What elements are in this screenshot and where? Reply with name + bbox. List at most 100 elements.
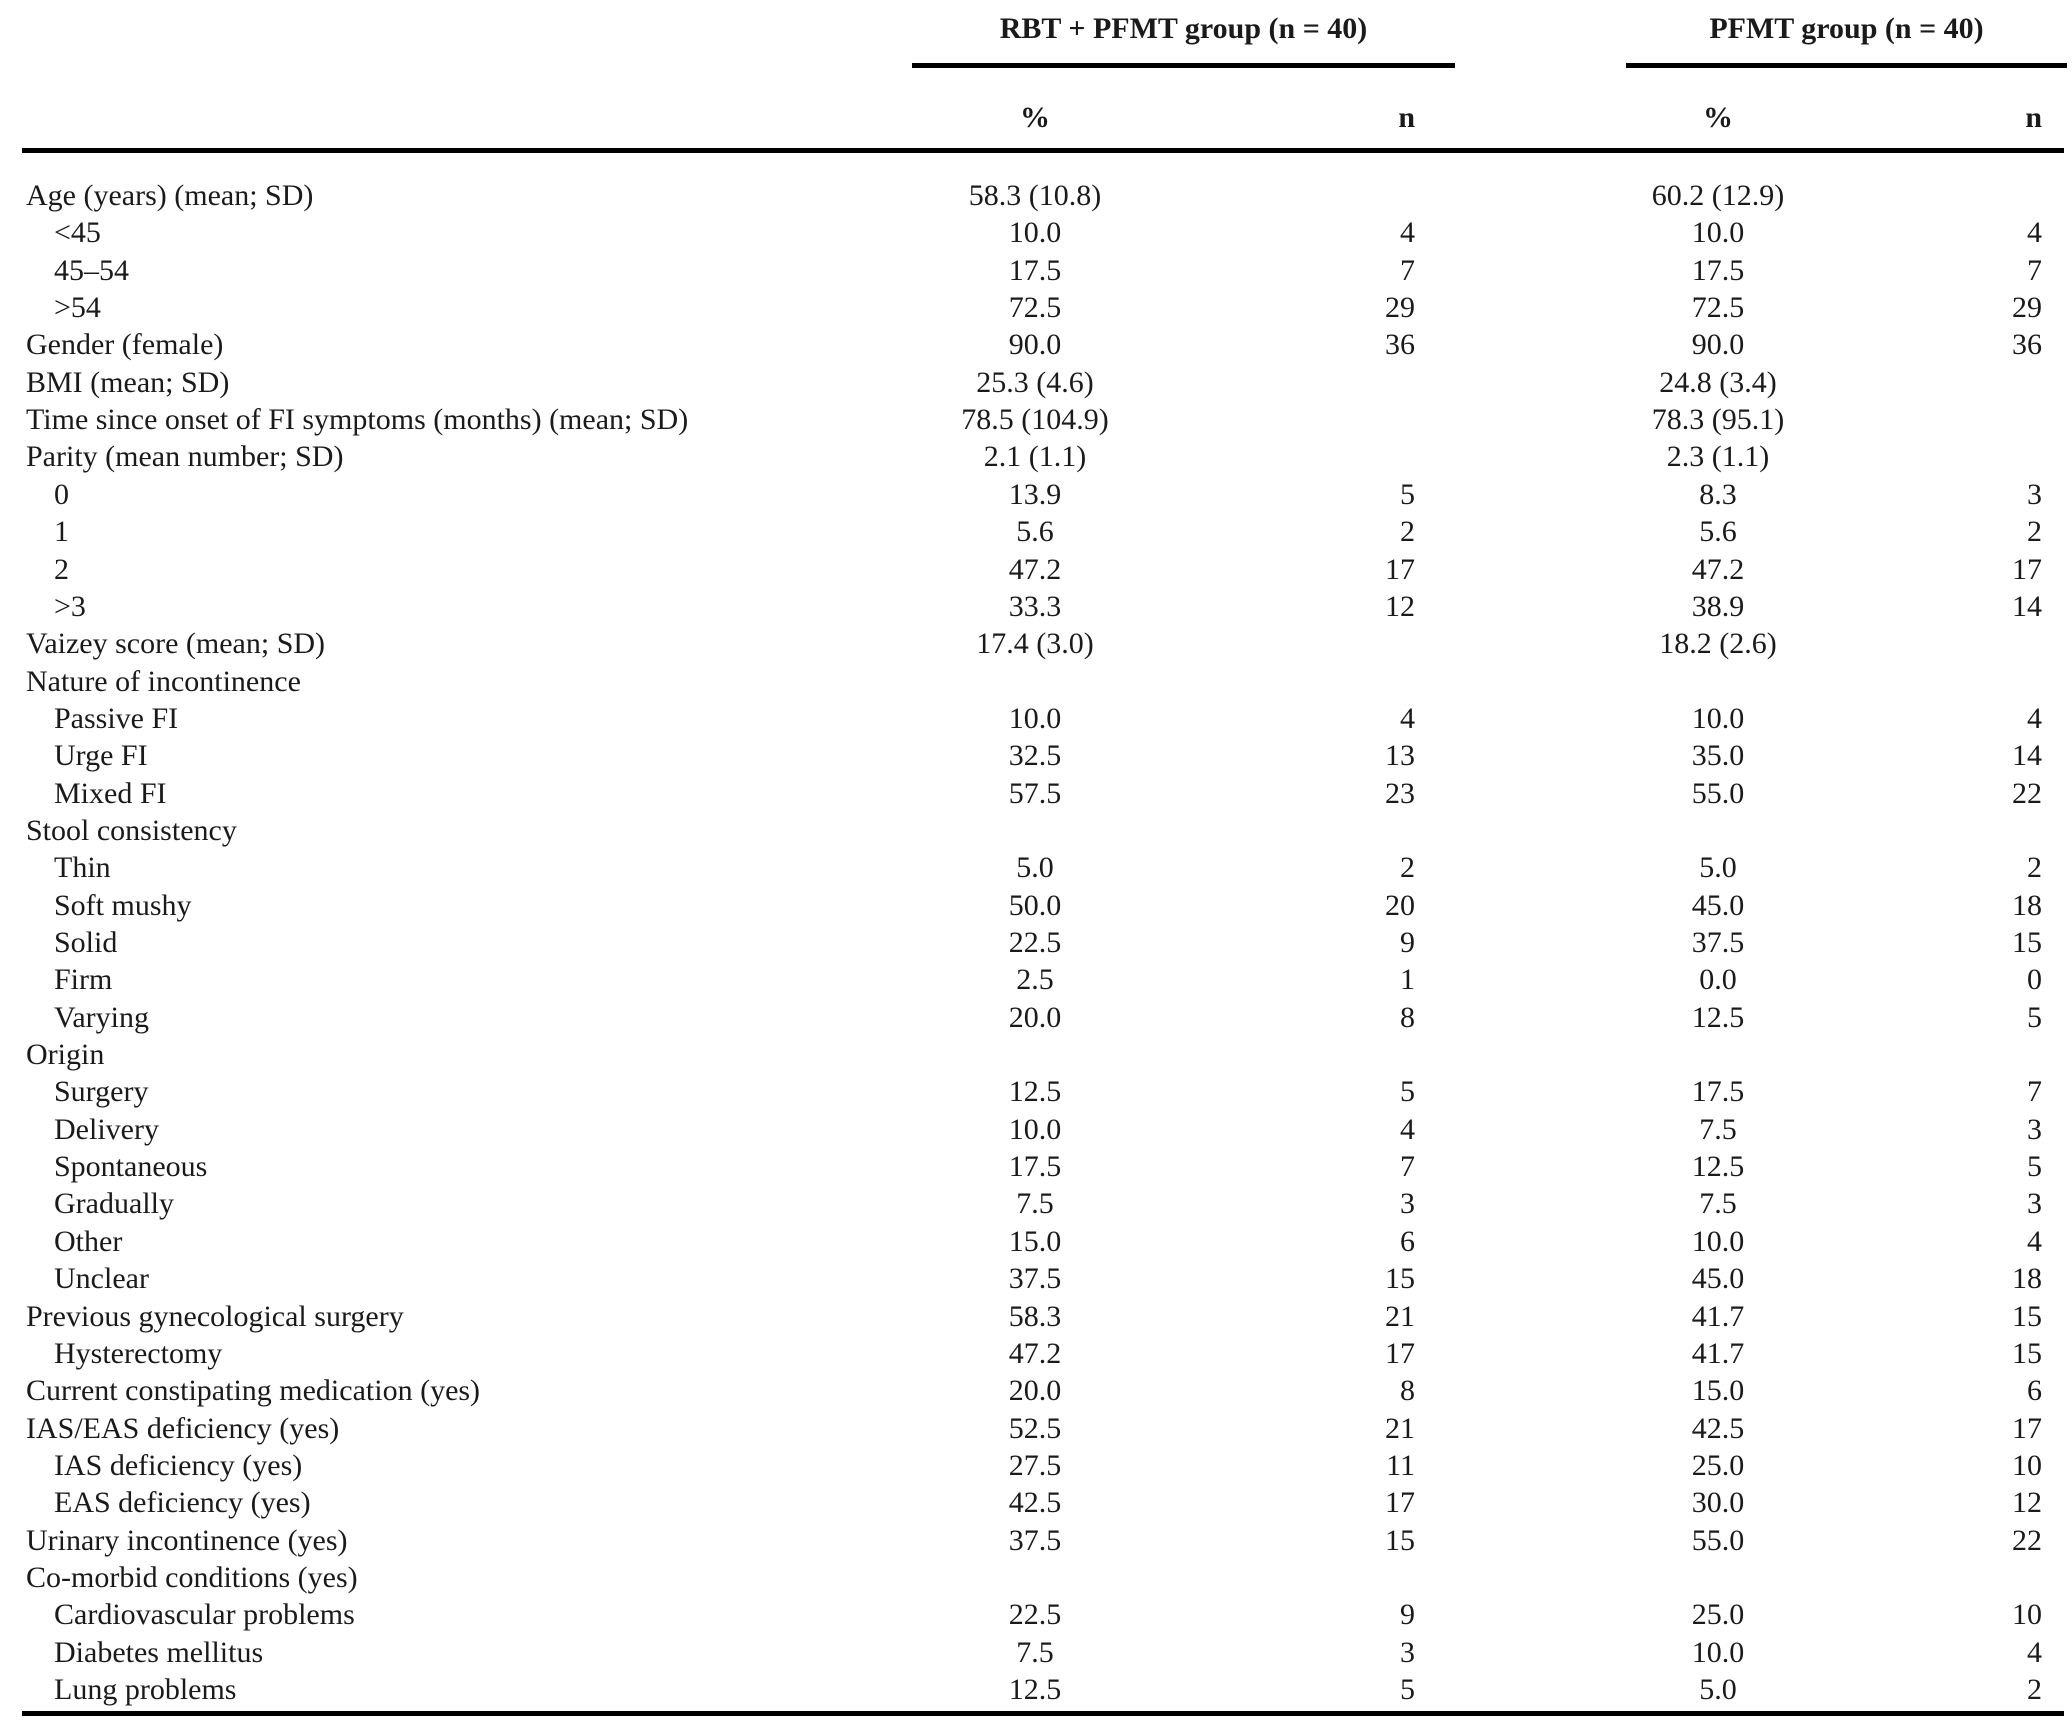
cell-pfmt-n: 14	[2012, 739, 2042, 773]
cell-pfmt-n: 12	[2012, 1486, 2042, 1520]
row-label: >3	[54, 589, 86, 623]
cell-pfmt-percent: 0.0	[1699, 963, 1737, 997]
cell-pfmt-percent: 30.0	[1691, 1486, 1745, 1520]
cell-rbt-n: 20	[1385, 888, 1415, 922]
cell-rbt-percent: 47.2	[1008, 1336, 1062, 1370]
cell-rbt-percent: 7.5	[1016, 1635, 1054, 1669]
cell-pfmt-percent: 90.0	[1691, 328, 1745, 362]
cell-rbt-percent: 17.5	[1008, 1150, 1062, 1184]
cell-rbt-n: 21	[1385, 1299, 1415, 1333]
cell-pfmt-percent: 47.2	[1691, 552, 1745, 586]
cell-rbt-n: 29	[1385, 291, 1415, 325]
row-label: Time since onset of FI symptoms (months)…	[26, 403, 689, 437]
cell-rbt-n: 4	[1400, 701, 1415, 735]
row-label: EAS deficiency (yes)	[54, 1486, 311, 1520]
cell-rbt-n: 2	[1400, 851, 1415, 885]
cell-rbt-percent: 15.0	[1008, 1224, 1062, 1258]
cell-rbt-percent: 2.1 (1.1)	[983, 440, 1087, 474]
cell-rbt-percent: 25.3 (4.6)	[976, 365, 1094, 399]
cell-pfmt-percent: 17.5	[1691, 253, 1745, 287]
cell-pfmt-percent: 25.0	[1691, 1448, 1745, 1482]
row-label: 2	[54, 552, 69, 586]
cell-rbt-n: 3	[1400, 1635, 1415, 1669]
cell-rbt-n: 12	[1385, 589, 1415, 623]
cell-rbt-percent: 37.5	[1008, 1523, 1062, 1557]
cell-rbt-percent: 17.4 (3.0)	[976, 627, 1094, 661]
subheader-pfmt-percent: %	[1703, 101, 1733, 134]
table-row: Delivery 10.0 4 7.5 3	[0, 1111, 2072, 1149]
cell-rbt-percent: 47.2	[1008, 552, 1062, 586]
cell-pfmt-n: 7	[2027, 1075, 2042, 1109]
cell-rbt-percent: 22.5	[1008, 1598, 1062, 1632]
row-label: Thin	[54, 851, 111, 885]
table-row: Other 15.0 6 10.0 4	[0, 1223, 2072, 1261]
cell-rbt-n: 2	[1400, 515, 1415, 549]
row-label: Spontaneous	[54, 1150, 208, 1184]
rbt-group-underline-rule	[912, 63, 1455, 68]
cell-pfmt-percent: 45.0	[1691, 1262, 1745, 1296]
cell-rbt-n: 8	[1400, 1000, 1415, 1034]
cell-pfmt-percent: 17.5	[1691, 1075, 1745, 1109]
row-label: Cardiovascular problems	[54, 1598, 355, 1632]
cell-rbt-n: 11	[1386, 1448, 1415, 1482]
cell-pfmt-percent: 8.3	[1699, 477, 1737, 511]
cell-pfmt-n: 4	[2027, 701, 2042, 735]
cell-pfmt-percent: 10.0	[1691, 701, 1745, 735]
cell-rbt-percent: 78.5 (104.9)	[961, 403, 1109, 437]
table-row: Parity (mean number; SD) 2.1 (1.1) 2.3 (…	[0, 438, 2072, 476]
cell-pfmt-percent: 7.5	[1699, 1187, 1737, 1221]
cell-pfmt-n: 17	[2012, 552, 2042, 586]
table-row: 2 47.2 17 47.2 17	[0, 551, 2072, 589]
cell-rbt-percent: 10.0	[1008, 216, 1062, 250]
table-row: Passive FI 10.0 4 10.0 4	[0, 700, 2072, 738]
cell-pfmt-percent: 12.5	[1691, 1150, 1745, 1184]
table-row: Urinary incontinence (yes) 37.5 15 55.0 …	[0, 1522, 2072, 1560]
cell-rbt-n: 9	[1400, 1598, 1415, 1632]
row-label: Firm	[54, 963, 113, 997]
table-row: Current constipating medication (yes) 20…	[0, 1372, 2072, 1410]
table-row: Vaizey score (mean; SD) 17.4 (3.0) 18.2 …	[0, 625, 2072, 663]
cell-pfmt-percent: 38.9	[1691, 589, 1745, 623]
cell-pfmt-percent: 41.7	[1691, 1299, 1745, 1333]
cell-pfmt-percent: 72.5	[1691, 291, 1745, 325]
cell-rbt-percent: 17.5	[1008, 253, 1062, 287]
table-bottom-rule	[22, 1711, 2064, 1716]
row-label: Other	[54, 1224, 123, 1258]
cell-pfmt-n: 14	[2012, 589, 2042, 623]
cell-rbt-percent: 2.5	[1016, 963, 1054, 997]
table-row: <45 10.0 4 10.0 4	[0, 214, 2072, 252]
cell-pfmt-n: 4	[2027, 216, 2042, 250]
cell-rbt-n: 5	[1400, 477, 1415, 511]
cell-rbt-n: 8	[1400, 1374, 1415, 1408]
table-row: IAS/EAS deficiency (yes) 52.5 21 42.5 17	[0, 1410, 2072, 1448]
table-row: Firm 2.5 1 0.0 0	[0, 961, 2072, 999]
table-row: 1 5.6 2 5.6 2	[0, 513, 2072, 551]
table-row: Origin	[0, 1036, 2072, 1074]
row-label: Stool consistency	[26, 813, 237, 847]
cell-rbt-percent: 42.5	[1008, 1486, 1062, 1520]
cell-pfmt-n: 18	[2012, 888, 2042, 922]
cell-pfmt-n: 36	[2012, 328, 2042, 362]
cell-rbt-percent: 72.5	[1008, 291, 1062, 325]
row-label: Age (years) (mean; SD)	[26, 179, 314, 212]
table-row: Solid 22.5 9 37.5 15	[0, 924, 2072, 962]
row-label: Hysterectomy	[54, 1336, 223, 1370]
cell-pfmt-percent: 45.0	[1691, 888, 1745, 922]
cell-rbt-n: 17	[1385, 1336, 1415, 1370]
row-label: Solid	[54, 926, 118, 959]
cell-pfmt-percent: 5.0	[1699, 851, 1737, 885]
cell-pfmt-percent: 42.5	[1691, 1411, 1745, 1445]
cell-rbt-percent: 12.5	[1008, 1075, 1062, 1109]
cell-rbt-percent: 12.5	[1008, 1673, 1062, 1706]
cell-rbt-n: 17	[1385, 1486, 1415, 1520]
row-label: Previous gynecological surgery	[26, 1299, 404, 1333]
cell-pfmt-n: 10	[2012, 1448, 2042, 1482]
subheader-rbt-n: n	[1398, 101, 1415, 134]
table-row: Time since onset of FI symptoms (months)…	[0, 401, 2072, 439]
row-label: Diabetes mellitus	[54, 1635, 264, 1669]
cell-pfmt-percent: 7.5	[1699, 1112, 1737, 1146]
cell-pfmt-n: 15	[2012, 1336, 2042, 1370]
cell-pfmt-percent: 24.8 (3.4)	[1659, 365, 1777, 399]
cell-pfmt-n: 10	[2012, 1598, 2042, 1632]
